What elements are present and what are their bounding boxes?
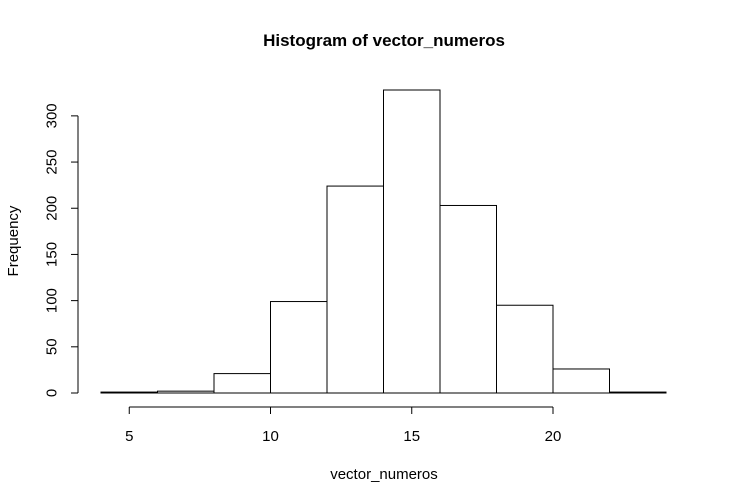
y-axis-label: Frequency	[5, 205, 22, 276]
x-axis: 5 10 15 20	[125, 406, 562, 445]
bars-group	[100, 89, 667, 394]
chart-title: Histogram of vector_numeros	[263, 31, 505, 50]
histogram-bar	[439, 204, 497, 394]
x-tick-label: 20	[545, 428, 562, 445]
histogram-bar	[552, 368, 610, 394]
y-tick-label: 250	[44, 150, 61, 175]
histogram-bar	[326, 185, 384, 394]
histogram-bar	[100, 391, 158, 394]
x-tick-label: 10	[262, 428, 279, 445]
histogram-bar	[496, 304, 554, 394]
histogram-bar	[383, 89, 441, 394]
y-tick-label: 100	[44, 288, 61, 313]
histogram-bar	[609, 391, 667, 394]
y-tick-label: 0	[44, 389, 61, 397]
histogram-bar	[270, 301, 328, 394]
y-tick-label: 200	[44, 196, 61, 221]
x-axis-label: vector_numeros	[330, 466, 438, 483]
y-axis: 0 50 100 150 200 250 300	[44, 103, 79, 397]
y-tick-label: 300	[44, 103, 61, 128]
histogram-bar	[157, 390, 215, 394]
y-tick-label: 150	[44, 242, 61, 267]
y-tick-label: 50	[44, 338, 61, 355]
x-tick-label: 5	[125, 428, 133, 445]
x-tick-label: 15	[403, 428, 420, 445]
histogram-bar	[213, 373, 271, 394]
